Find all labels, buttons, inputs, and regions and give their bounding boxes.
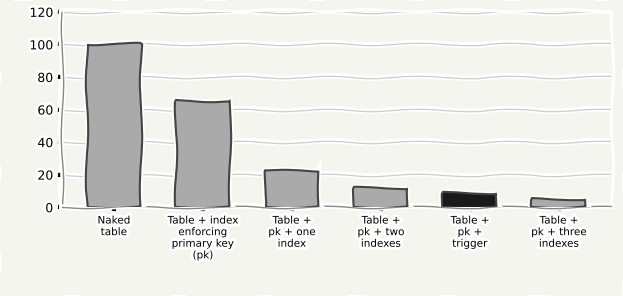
Bar <box>265 171 318 207</box>
Bar <box>443 192 497 207</box>
Bar <box>87 44 141 207</box>
Bar <box>532 199 586 207</box>
Bar <box>176 101 230 207</box>
Bar <box>354 188 407 207</box>
